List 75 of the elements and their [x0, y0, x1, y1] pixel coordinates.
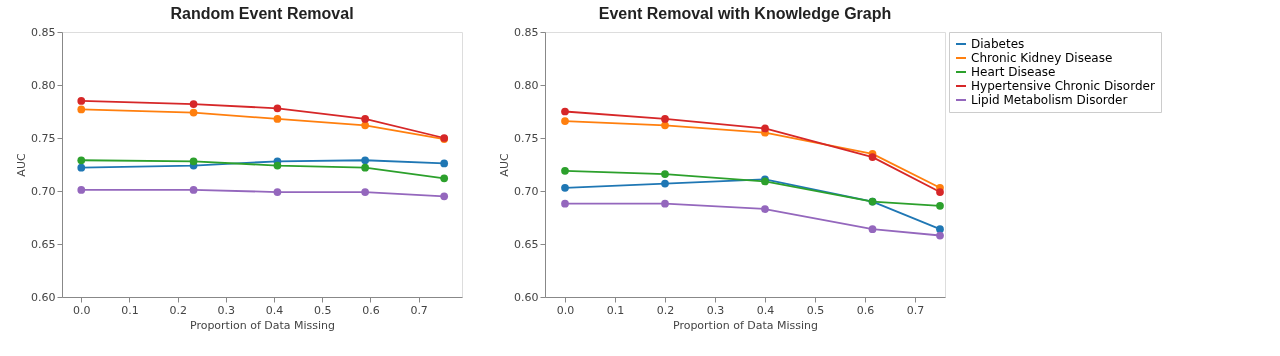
- x-tick-label: 0.4: [756, 303, 775, 317]
- point: [936, 225, 944, 234]
- point: [273, 104, 282, 113]
- y-tick-label: 0.70: [514, 184, 539, 198]
- point: [561, 199, 569, 208]
- legend-label: Hypertensive Chronic Disorder: [971, 79, 1155, 93]
- y-tick-label: 0.60: [31, 290, 56, 304]
- x-tick-label: 0.0: [73, 303, 91, 317]
- x-axis-title: Proportion of Data Missing: [189, 318, 336, 332]
- point: [273, 161, 282, 170]
- y-axis-title: AUC: [498, 153, 512, 177]
- point: [189, 100, 198, 108]
- point: [189, 186, 198, 194]
- y-axis-title: AUC: [15, 153, 29, 177]
- point: [440, 192, 449, 201]
- point: [273, 115, 282, 123]
- x-tick-label: 0.2: [656, 303, 675, 317]
- point: [761, 205, 769, 213]
- point: [77, 105, 86, 114]
- chart-title: Event Removal with Knowledge Graph: [598, 5, 892, 22]
- point: [561, 107, 569, 116]
- point: [936, 188, 944, 196]
- y-tick-label: 0.85: [514, 25, 539, 39]
- x-tick-label: 0.4: [265, 303, 284, 317]
- legend-label: Chronic Kidney Disease: [971, 51, 1113, 65]
- point: [273, 188, 282, 196]
- y-tick-label: 0.75: [514, 131, 539, 145]
- point: [661, 115, 669, 123]
- point: [189, 157, 198, 166]
- x-axis-title: Proportion of Data Missing: [672, 318, 819, 332]
- point: [661, 179, 669, 188]
- legend-label: Heart Disease: [971, 65, 1056, 79]
- point: [561, 183, 569, 192]
- y-tick-label: 0.65: [514, 237, 539, 251]
- point: [561, 117, 569, 125]
- point: [361, 156, 370, 165]
- point: [561, 166, 569, 175]
- point: [361, 115, 370, 123]
- x-tick-label: 0.0: [556, 303, 575, 317]
- point: [361, 163, 370, 172]
- x-tick-label: 0.2: [169, 303, 187, 317]
- point: [189, 108, 198, 117]
- point: [868, 225, 877, 234]
- x-tick-label: 0.5: [313, 303, 332, 317]
- x-tick-label: 0.1: [606, 303, 625, 317]
- y-tick-label: 0.80: [31, 78, 56, 92]
- x-tick-label: 0.3: [706, 303, 725, 317]
- x-tick-label: 0.5: [806, 303, 825, 317]
- legend-label: Diabetes: [971, 37, 1025, 51]
- point: [936, 201, 944, 210]
- legend-label: Lipid Metabolism Disorder: [971, 93, 1128, 107]
- x-tick-label: 0.7: [906, 303, 925, 317]
- point: [77, 163, 86, 172]
- point: [77, 156, 86, 165]
- point: [936, 231, 944, 240]
- point: [361, 188, 370, 196]
- point: [77, 186, 86, 194]
- x-tick-label: 0.6: [362, 303, 380, 317]
- point: [77, 97, 86, 105]
- y-tick-label: 0.60: [514, 290, 539, 304]
- y-tick-label: 0.70: [31, 184, 56, 198]
- x-tick-label: 0.7: [410, 303, 428, 317]
- point: [661, 170, 669, 178]
- x-tick-label: 0.6: [856, 303, 875, 317]
- y-tick-label: 0.75: [31, 131, 56, 145]
- y-tick-label: 0.80: [514, 78, 539, 92]
- point: [661, 199, 669, 208]
- chart-title: Random Event Removal: [170, 5, 354, 22]
- x-tick-label: 0.1: [121, 303, 139, 317]
- point: [440, 174, 449, 183]
- y-tick-label: 0.65: [31, 237, 56, 251]
- point: [440, 159, 449, 168]
- point: [761, 124, 769, 133]
- y-tick-label: 0.85: [31, 25, 56, 39]
- x-tick-label: 0.3: [217, 303, 236, 317]
